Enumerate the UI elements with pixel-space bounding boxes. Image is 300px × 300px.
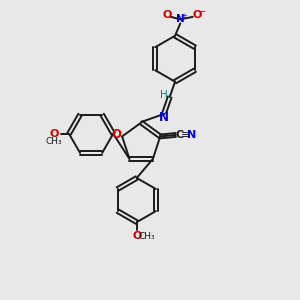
- Text: N: N: [188, 130, 196, 140]
- Text: +: +: [181, 13, 187, 19]
- Text: O: O: [111, 128, 121, 142]
- Text: N: N: [176, 14, 185, 24]
- Text: CH₃: CH₃: [139, 232, 155, 241]
- Text: H: H: [160, 90, 167, 100]
- Text: O: O: [132, 231, 141, 241]
- Text: −: −: [198, 7, 206, 16]
- Text: O: O: [162, 10, 172, 20]
- Text: O: O: [192, 10, 202, 20]
- Text: O: O: [49, 129, 58, 139]
- Text: C: C: [176, 130, 184, 140]
- Text: ≡: ≡: [181, 130, 190, 140]
- Text: CH₃: CH₃: [45, 137, 62, 146]
- Text: N: N: [159, 111, 169, 124]
